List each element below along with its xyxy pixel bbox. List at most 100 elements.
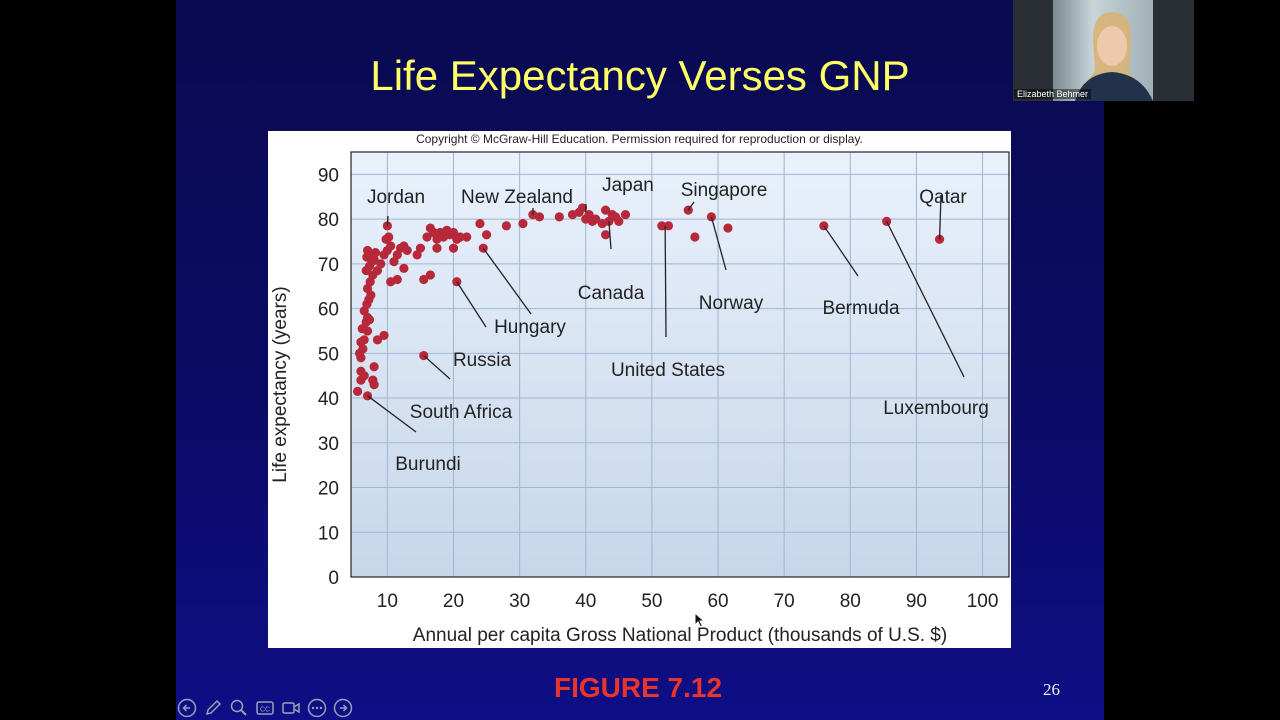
data-point bbox=[723, 223, 733, 233]
annotation-leader bbox=[386, 215, 389, 226]
annotation-label: Bermuda bbox=[822, 298, 900, 319]
annotation-label: Japan bbox=[602, 175, 654, 196]
data-point bbox=[934, 234, 945, 244]
annotation-label: Russia bbox=[453, 350, 512, 371]
annotation-leader bbox=[456, 281, 487, 328]
x-tick-label: 30 bbox=[509, 591, 530, 612]
x-tick-label: 80 bbox=[840, 591, 861, 612]
mouse-cursor-icon bbox=[694, 612, 706, 628]
data-point bbox=[591, 214, 601, 224]
data-point bbox=[399, 263, 409, 273]
data-point bbox=[362, 245, 373, 256]
data-point bbox=[518, 218, 528, 229]
y-tick-label: 10 bbox=[318, 523, 339, 544]
slide-number: 26 bbox=[1043, 680, 1060, 699]
data-point bbox=[364, 315, 375, 325]
pen-icon[interactable] bbox=[202, 697, 224, 719]
data-point bbox=[402, 245, 412, 256]
y-tick-label: 0 bbox=[328, 568, 339, 589]
annotation-label: Hungary bbox=[494, 317, 566, 338]
data-point bbox=[392, 274, 402, 285]
annotation-leader bbox=[687, 201, 695, 211]
y-tick-label: 30 bbox=[318, 434, 339, 455]
slide-title: Life Expectancy Verses GNP bbox=[370, 52, 910, 99]
annotation-label: Luxembourg bbox=[883, 398, 989, 419]
data-point bbox=[478, 243, 488, 253]
y-tick-label: 70 bbox=[318, 255, 339, 276]
data-point bbox=[382, 221, 392, 231]
data-point bbox=[376, 259, 386, 269]
data-point bbox=[601, 205, 611, 215]
data-point bbox=[369, 362, 379, 372]
annotation-leader bbox=[423, 355, 451, 380]
data-point bbox=[448, 243, 459, 253]
data-point bbox=[425, 270, 435, 280]
data-point bbox=[657, 221, 667, 231]
data-point bbox=[620, 210, 631, 220]
forward-arrow-icon[interactable] bbox=[332, 697, 354, 719]
y-axis-label: Life expectancy (years) bbox=[270, 286, 291, 482]
data-point bbox=[432, 243, 442, 253]
x-tick-label: 90 bbox=[906, 591, 927, 612]
annotation-label: Qatar bbox=[919, 187, 967, 208]
annotation-leader bbox=[664, 225, 667, 338]
copyright-notice: Copyright © McGraw-Hill Education. Permi… bbox=[416, 132, 863, 146]
data-point bbox=[554, 212, 564, 222]
plot-frame bbox=[350, 151, 1010, 578]
data-point bbox=[415, 243, 426, 253]
video-camera-icon[interactable] bbox=[280, 697, 302, 719]
svg-text:CC: CC bbox=[260, 707, 270, 714]
data-point bbox=[614, 216, 624, 226]
annotation-label: Singapore bbox=[681, 180, 768, 201]
data-point bbox=[481, 230, 492, 240]
data-point bbox=[370, 248, 381, 258]
x-tick-label: 50 bbox=[641, 591, 662, 612]
annotation-label: New Zealand bbox=[461, 187, 573, 208]
participant-video[interactable]: Elizabeth Behmer bbox=[1013, 0, 1194, 101]
more-options-icon[interactable] bbox=[306, 697, 328, 719]
figure-caption: FIGURE 7.12 bbox=[553, 672, 723, 703]
captions-icon[interactable]: CC bbox=[254, 697, 276, 719]
x-tick-label: 60 bbox=[707, 591, 728, 612]
participant-name: Elizabeth Behmer bbox=[1014, 89, 1092, 99]
zoom-icon[interactable] bbox=[228, 697, 250, 719]
data-point bbox=[462, 232, 472, 242]
data-point bbox=[359, 371, 369, 381]
annotation-label: United States bbox=[611, 360, 725, 381]
y-tick-label: 60 bbox=[318, 300, 339, 321]
y-tick-label: 40 bbox=[318, 389, 339, 410]
data-point bbox=[357, 324, 367, 334]
annotation-leader bbox=[710, 216, 727, 271]
x-tick-label: 70 bbox=[774, 591, 795, 612]
annotation-label: Burundi bbox=[395, 454, 461, 475]
annotation-leader bbox=[482, 247, 532, 315]
data-point bbox=[386, 241, 396, 251]
annotation-label: Norway bbox=[699, 293, 764, 314]
back-arrow-icon[interactable] bbox=[176, 697, 198, 719]
annotation-leader bbox=[367, 395, 417, 433]
annotation-leader bbox=[608, 221, 612, 250]
figure-panel: Copyright © McGraw-Hill Education. Permi… bbox=[268, 131, 1011, 648]
x-tick-label: 10 bbox=[377, 591, 398, 612]
data-point bbox=[534, 212, 545, 222]
data-point bbox=[362, 391, 373, 401]
x-tick-label: 20 bbox=[443, 591, 464, 612]
scatter-chart: 10 20 30 40 50 60 70 80 90 100 0 10 20 30 40 50 60 70 80 90… bbox=[270, 151, 1010, 646]
annotation-label: South Africa bbox=[410, 402, 513, 423]
y-tick-label: 50 bbox=[318, 344, 339, 365]
x-tick-label: 100 bbox=[967, 591, 999, 612]
x-tick-label: 40 bbox=[575, 591, 596, 612]
data-point bbox=[422, 232, 432, 242]
data-point bbox=[353, 386, 363, 396]
data-point bbox=[501, 221, 512, 231]
annotation-leader bbox=[823, 225, 859, 277]
data-point bbox=[419, 274, 429, 285]
annotation-label: Jordan bbox=[367, 187, 425, 208]
slideshow-toolbar: CC bbox=[176, 697, 354, 719]
y-tick-label: 80 bbox=[318, 210, 339, 231]
data-point bbox=[379, 330, 389, 341]
y-tick-label: 20 bbox=[318, 479, 339, 500]
y-tick-label: 90 bbox=[318, 165, 339, 186]
data-point bbox=[359, 335, 369, 345]
data-point bbox=[455, 232, 465, 242]
